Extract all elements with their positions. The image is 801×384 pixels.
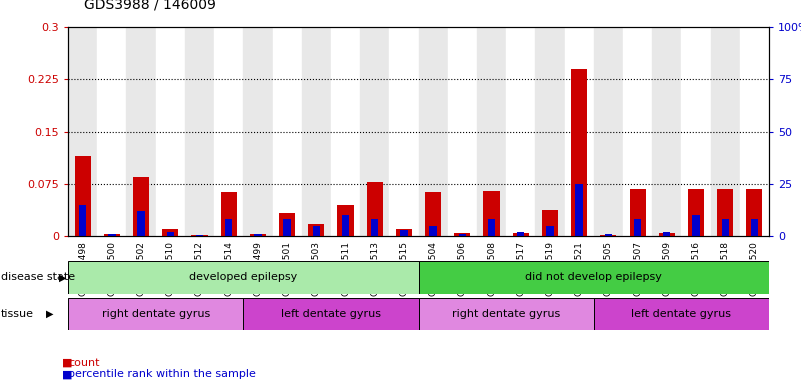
Bar <box>163 229 179 236</box>
Bar <box>692 215 699 236</box>
Bar <box>454 233 470 236</box>
Bar <box>371 219 378 236</box>
Bar <box>68 298 244 330</box>
Text: right dentate gyrus: right dentate gyrus <box>452 309 560 319</box>
Bar <box>196 235 203 236</box>
Text: count: count <box>68 358 99 368</box>
Text: GDS3988 / 146009: GDS3988 / 146009 <box>84 0 216 12</box>
Bar <box>513 233 529 236</box>
Bar <box>97 27 127 236</box>
Bar <box>331 27 360 236</box>
Bar <box>425 192 441 236</box>
Text: left dentate gyrus: left dentate gyrus <box>281 309 381 319</box>
Text: developed epilepsy: developed epilepsy <box>189 272 297 283</box>
Text: percentile rank within the sample: percentile rank within the sample <box>68 369 256 379</box>
Bar <box>418 261 769 294</box>
Bar <box>448 27 477 236</box>
Bar <box>600 235 617 236</box>
Bar <box>565 27 594 236</box>
Bar <box>220 192 237 236</box>
Bar <box>459 234 466 236</box>
Text: ▶: ▶ <box>58 272 66 283</box>
Bar <box>418 27 448 236</box>
Text: ▶: ▶ <box>46 309 53 319</box>
Bar <box>658 233 674 236</box>
Bar <box>535 27 565 236</box>
Bar <box>710 27 740 236</box>
Bar <box>740 27 769 236</box>
Bar <box>214 27 244 236</box>
Bar <box>155 27 185 236</box>
Bar <box>127 27 155 236</box>
Bar <box>594 298 769 330</box>
Bar <box>138 211 145 236</box>
Bar <box>79 205 87 236</box>
Bar <box>302 27 331 236</box>
Bar <box>108 234 115 236</box>
Bar <box>254 234 262 236</box>
Bar <box>74 156 91 236</box>
Bar <box>429 226 437 236</box>
Bar <box>571 69 587 236</box>
Bar <box>517 232 525 236</box>
Bar <box>244 27 272 236</box>
Bar <box>250 234 266 236</box>
Bar <box>68 261 418 294</box>
Text: disease state: disease state <box>1 272 75 283</box>
Bar <box>284 219 291 236</box>
Bar <box>185 27 214 236</box>
Text: ■: ■ <box>62 369 72 379</box>
Bar <box>418 298 594 330</box>
Bar <box>546 226 553 236</box>
Bar <box>104 234 120 236</box>
Bar <box>605 234 612 236</box>
Text: tissue: tissue <box>1 309 34 319</box>
Bar <box>634 219 641 236</box>
Bar <box>542 210 558 236</box>
Bar <box>717 189 733 236</box>
Bar <box>367 182 383 236</box>
Bar <box>630 189 646 236</box>
Text: did not develop epilepsy: did not develop epilepsy <box>525 272 662 283</box>
Bar <box>747 189 763 236</box>
Bar <box>167 232 174 236</box>
Bar <box>652 27 682 236</box>
Bar <box>575 184 583 236</box>
Bar <box>688 189 704 236</box>
Bar <box>722 219 729 236</box>
Bar <box>396 229 412 236</box>
Bar <box>337 205 353 236</box>
Bar <box>682 27 710 236</box>
Bar <box>312 226 320 236</box>
Bar <box>488 219 495 236</box>
Bar <box>191 235 207 236</box>
Bar <box>751 219 758 236</box>
Bar <box>244 298 418 330</box>
Bar <box>279 213 295 236</box>
Bar <box>477 27 506 236</box>
Bar <box>400 230 408 236</box>
Bar <box>225 219 232 236</box>
Bar <box>484 191 500 236</box>
Bar <box>594 27 623 236</box>
Bar <box>389 27 418 236</box>
Bar <box>623 27 652 236</box>
Text: ■: ■ <box>62 358 72 368</box>
Text: right dentate gyrus: right dentate gyrus <box>102 309 210 319</box>
Bar <box>342 215 349 236</box>
Bar <box>308 223 324 236</box>
Bar <box>272 27 302 236</box>
Bar <box>360 27 389 236</box>
Text: left dentate gyrus: left dentate gyrus <box>631 309 731 319</box>
Bar <box>68 27 97 236</box>
Bar <box>663 232 670 236</box>
Bar <box>506 27 535 236</box>
Bar <box>133 177 149 236</box>
